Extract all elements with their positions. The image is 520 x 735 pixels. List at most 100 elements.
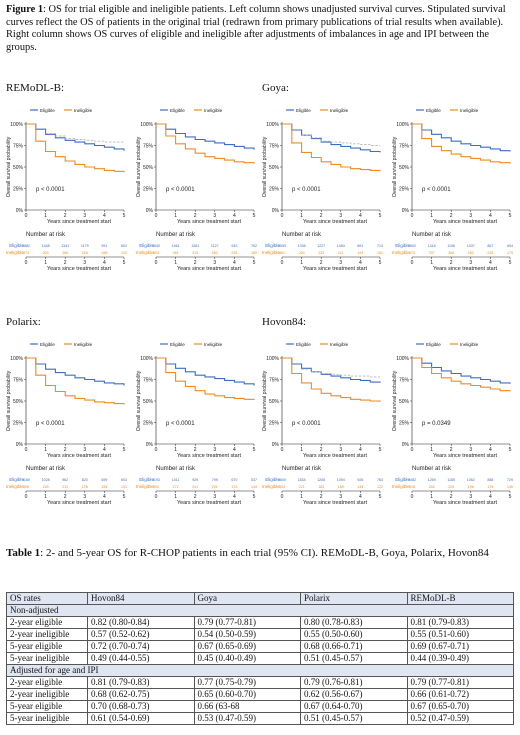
y-tick-label: 25%	[143, 420, 154, 426]
x-tick-label: 1	[44, 213, 47, 219]
legend-label-eligible: Eligible	[296, 108, 311, 113]
p-value: p < 0.0001	[166, 421, 195, 427]
y-tick-label: 25%	[269, 186, 280, 192]
survival-panel: Eligible Ineligible 0% 25% 50% 75% 100% Overall…	[6, 100, 128, 302]
risk-count-eligible: 867	[487, 244, 493, 248]
table-cell: 0.51 (0.45-0.57)	[300, 652, 408, 665]
y-tick-label: 25%	[13, 420, 24, 426]
eligible-curve	[412, 123, 511, 152]
risk-count-eligible: 1062	[467, 478, 475, 482]
risk-count-eligible: 1882	[22, 244, 30, 248]
risk-count-eligible: 1448	[42, 244, 50, 248]
risk-count-ineligible: 185	[101, 251, 107, 255]
y-tick-label: 0%	[16, 442, 24, 448]
x-tick-label: 4	[233, 447, 236, 453]
survival-panel: Eligible Ineligible 0% 25% 50% 75% 100% Overall…	[6, 334, 128, 536]
table-cell: 2-year ineligible	[6, 628, 88, 641]
risk-count-ineligible: 131	[121, 485, 127, 489]
x-tick-label: 4	[103, 213, 106, 219]
table-cell: 5-year eligible	[6, 700, 88, 713]
y-axis-label: Overall survival probability	[392, 136, 398, 197]
risk-count-eligible: 799	[212, 478, 218, 482]
risk-axis-tick-label: 4	[489, 260, 492, 266]
eligible-curve	[26, 357, 125, 386]
y-tick-label: 100%	[10, 122, 23, 128]
table-section-row: Non-adjusted	[6, 604, 514, 617]
risk-row-label-eligible: Eligible	[139, 477, 154, 482]
risk-table-title: Number at risk	[282, 232, 322, 238]
ineligible-curve	[282, 357, 381, 402]
risk-axis-tick-label: 2	[194, 494, 197, 500]
risk-axis-tick-label: 3	[213, 260, 216, 266]
p-value: p < 0.0001	[422, 187, 451, 193]
table-cell: 2-year ineligible	[6, 688, 88, 701]
column-header: Polarix	[300, 592, 408, 605]
risk-count-ineligible: 461	[279, 251, 285, 255]
risk-count-ineligible: 493	[153, 251, 159, 255]
risk-count-eligible: 670	[231, 478, 237, 482]
risk-count-ineligible: 172	[231, 485, 237, 489]
risk-count-eligible: 962	[62, 478, 68, 482]
y-tick-label: 0%	[272, 208, 280, 214]
risk-axis-tick-label: 0	[281, 494, 284, 500]
y-tick-label: 75%	[269, 377, 280, 383]
risk-axis-tick-label: 2	[64, 260, 67, 266]
risk-table-title: Number at risk	[412, 466, 452, 472]
y-tick-label: 25%	[399, 186, 410, 192]
eligible-curve	[282, 357, 381, 383]
risk-count-ineligible: 102	[121, 251, 127, 255]
x-tick-label: 2	[320, 447, 323, 453]
risk-axis-tick-label: 3	[469, 260, 472, 266]
eligible-curve	[156, 357, 255, 386]
plot-area	[26, 120, 126, 210]
y-axis-label: Overall survival probability	[6, 370, 12, 431]
figure-caption: Figure 1: OS for trial eligible and inel…	[6, 4, 514, 54]
survival-plot: Eligible Ineligible 0% 25% 50% 75% 100% Overall…	[136, 342, 257, 506]
risk-row-label-ineligible: Ineligible	[6, 250, 25, 255]
y-tick-label: 75%	[13, 143, 24, 149]
risk-count-ineligible: 179	[507, 251, 513, 255]
risk-count-eligible: 991	[101, 244, 107, 248]
risk-count-eligible: 926	[357, 478, 363, 482]
plot-area	[282, 120, 382, 210]
y-tick-label: 100%	[140, 122, 153, 128]
table-cell: 0.49 (0.44-0.55)	[87, 652, 195, 665]
table-cell: 0.44 (0.39-0.49)	[406, 652, 514, 665]
risk-count-ineligible: 183	[318, 485, 324, 489]
risk-row-label-eligible: Eligible	[395, 243, 410, 248]
y-tick-label: 100%	[396, 122, 409, 128]
x-tick-label: 3	[339, 213, 342, 219]
figure-caption-label: Figure 1	[6, 4, 44, 15]
p-value: p = 0.0349	[422, 421, 451, 427]
table-row: 2-year eligible 0.82 (0.80-0.84) 0.79 (0.7…	[6, 616, 514, 629]
legend-label-ineligible: Ineligible	[74, 108, 93, 113]
y-tick-label: 50%	[269, 399, 280, 405]
x-tick-label: 2	[64, 213, 67, 219]
legend-label-ineligible: Ineligible	[460, 342, 479, 347]
y-tick-label: 100%	[266, 122, 279, 128]
table-cell: 0.81 (0.79-0.83)	[87, 676, 195, 689]
plot-area	[156, 354, 256, 444]
p-value: p < 0.0001	[292, 187, 321, 193]
x-tick-label: 2	[64, 447, 67, 453]
risk-count-eligible: 1600	[278, 478, 286, 482]
x-axis-label: Years since treatment start	[303, 219, 367, 225]
risk-count-eligible: 891	[357, 244, 363, 248]
risk-row-label-eligible: Eligible	[9, 243, 24, 248]
risk-count-ineligible: 260	[62, 251, 68, 255]
y-tick-label: 50%	[143, 399, 154, 405]
table-row: 5-year ineligible 0.49 (0.44-0.55) 0.45 (0…	[6, 652, 514, 665]
legend-label-eligible: Eligible	[426, 342, 441, 347]
x-axis-label: Years since treatment start	[303, 453, 367, 459]
risk-count-ineligible: 392	[153, 485, 159, 489]
risk-axis-tick-label: 1	[174, 260, 177, 266]
risk-axis-label: Years since treatment start	[177, 500, 241, 506]
risk-count-eligible: 762	[251, 244, 257, 248]
legend-label-eligible: Eligible	[40, 342, 55, 347]
table-row: 5-year eligible 0.70 (0.68-0.73) 0.66 (63-…	[6, 700, 514, 713]
risk-count-eligible: 763	[377, 478, 383, 482]
x-tick-label: 5	[123, 447, 126, 453]
risk-row-label-ineligible: Ineligible	[392, 250, 411, 255]
table-cell: 0.66 (63-68	[193, 700, 301, 713]
table-cell: 5-year ineligible	[6, 712, 88, 725]
